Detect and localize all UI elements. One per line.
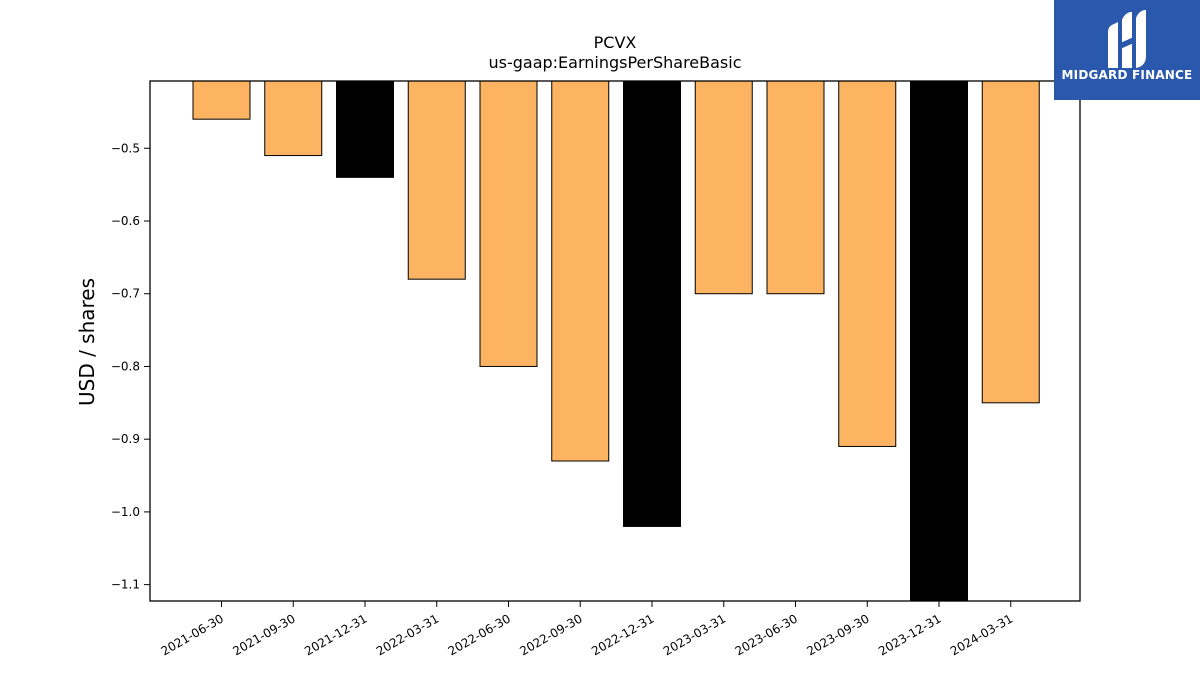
x-tick-label: 2024-03-31 [948, 611, 1015, 658]
bar-2021-12-31 [336, 80, 394, 178]
chart-title: PCVX [594, 33, 637, 52]
bar-2023-06-30 [766, 80, 825, 295]
x-tick-label: 2023-03-31 [661, 611, 728, 658]
bars-layer [192, 80, 1040, 602]
y-tick-label: −0.6 [111, 214, 140, 228]
y-tick-label: −0.9 [111, 432, 140, 446]
bar-2022-12-31 [623, 80, 681, 527]
midgard-logo: MIDGARD FINANCE [1054, 0, 1200, 100]
x-tick-label: 2022-06-30 [446, 611, 513, 658]
bar-2022-03-31 [407, 80, 466, 280]
chart-subtitle: us-gaap:EarningsPerShareBasic [488, 53, 741, 72]
plot-frame [149, 80, 1081, 602]
logo-text: MIDGARD FINANCE [1061, 68, 1193, 82]
bar-2021-06-30 [192, 80, 251, 120]
bar-2023-09-30 [838, 80, 897, 447]
bar-2024-03-31 [981, 80, 1040, 404]
bar-2021-09-30 [264, 80, 323, 157]
y-axis-label: USD / shares [75, 278, 99, 406]
y-tick-label: −1.0 [111, 505, 140, 519]
bar-2022-09-30 [551, 80, 610, 462]
y-tick-label: −0.5 [111, 141, 140, 155]
x-tick-label: 2023-06-30 [733, 611, 800, 658]
x-tick-label: 2021-09-30 [230, 611, 297, 658]
x-tick-label: 2023-12-31 [876, 611, 943, 658]
y-tick-label: −0.7 [111, 287, 140, 301]
x-tick-label: 2022-12-31 [589, 611, 656, 658]
bar-2023-12-31 [910, 80, 968, 602]
x-tick-label: 2021-06-30 [159, 611, 226, 658]
x-tick-label: 2022-03-31 [374, 611, 441, 658]
bar-2022-06-30 [479, 80, 538, 367]
bar-2023-03-31 [694, 80, 753, 295]
x-tick-label: 2022-09-30 [517, 611, 584, 658]
x-tick-label: 2021-12-31 [302, 611, 369, 658]
y-tick-label: −1.1 [111, 578, 140, 592]
y-tick-label: −0.8 [111, 359, 140, 373]
midgard-logo-icon [1108, 10, 1146, 68]
x-tick-label: 2023-09-30 [804, 611, 871, 658]
